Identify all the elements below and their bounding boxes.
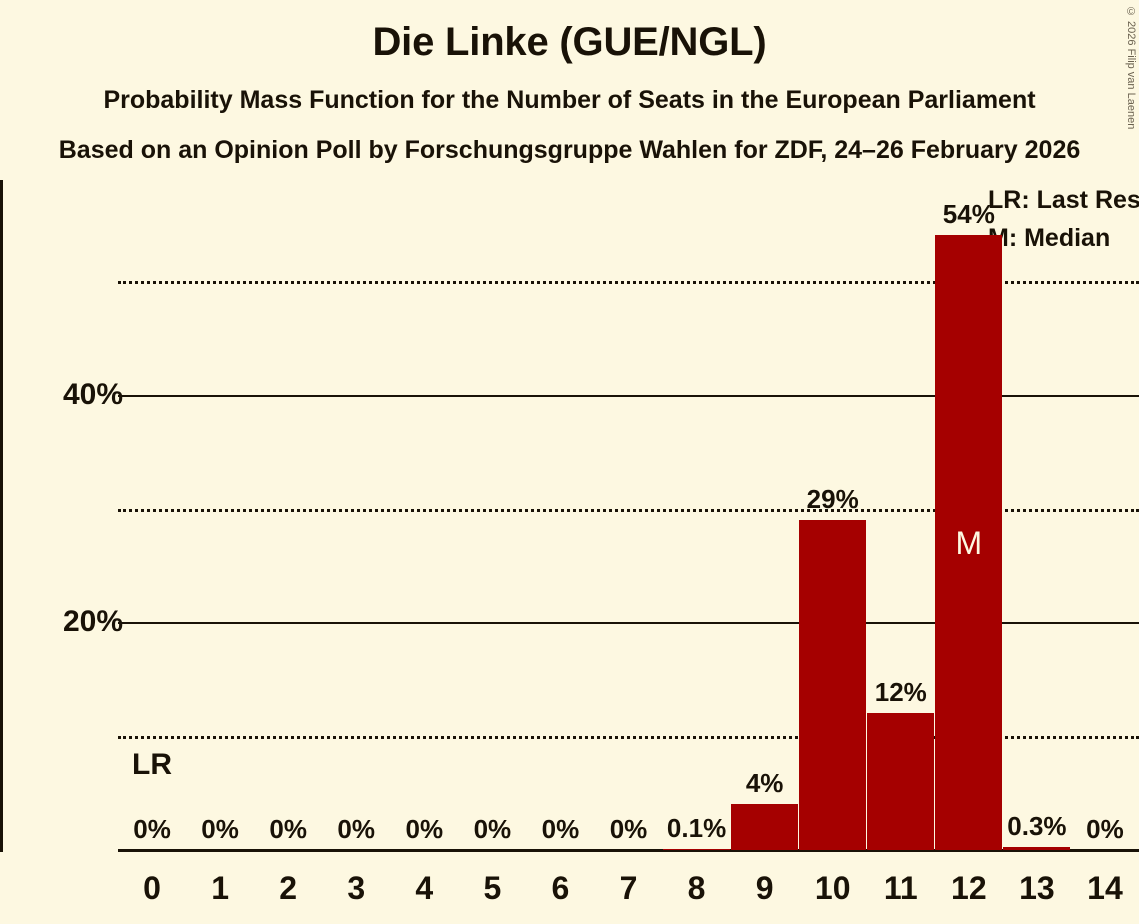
x-tick-label-11: 11 bbox=[883, 870, 918, 906]
gridline-40pct bbox=[118, 394, 1139, 397]
bar-seat-9 bbox=[731, 804, 799, 850]
copyright-notice: © 2026 Filip van Laenen bbox=[1125, 6, 1137, 130]
bar-seat-11 bbox=[867, 713, 935, 850]
median-marker: M bbox=[955, 525, 983, 562]
bar-value-label-seat-8: 0.1% bbox=[666, 812, 727, 843]
page-title: Die Linke (GUE/NGL) bbox=[372, 20, 767, 64]
last-result-marker: LR bbox=[132, 748, 173, 781]
x-tick-label-1: 1 bbox=[211, 870, 229, 906]
bar-value-label-seat-11: 12% bbox=[874, 677, 927, 708]
chart-source-line: Based on an Opinion Poll by Forschungsgr… bbox=[58, 136, 1081, 164]
x-tick-label-7: 7 bbox=[619, 870, 638, 906]
x-tick-label-0: 0 bbox=[143, 870, 161, 906]
gridline-30pct bbox=[118, 508, 1139, 512]
bar-value-label-seat-3: 0% bbox=[337, 814, 376, 844]
gridline-50pct bbox=[118, 281, 1139, 284]
x-tick-label-9: 9 bbox=[755, 870, 774, 906]
bar-value-label-seat-4: 0% bbox=[405, 814, 444, 844]
x-tick-label-8: 8 bbox=[687, 870, 706, 906]
bar-seat-10 bbox=[799, 519, 867, 850]
legend-median: M: Median bbox=[988, 224, 1111, 252]
bar-seat-12 bbox=[935, 235, 1003, 850]
legend-last-result: LR: Last Result bbox=[988, 186, 1139, 214]
bar-value-label-seat-14: 0% bbox=[1086, 814, 1124, 844]
bar-value-label-seat-12: 54% bbox=[942, 199, 995, 230]
gridline-10pct bbox=[118, 736, 1139, 740]
bar-value-label-seat-5: 0% bbox=[473, 814, 512, 844]
x-tick-label-5: 5 bbox=[483, 870, 502, 906]
bar-value-label-seat-1: 0% bbox=[201, 814, 239, 844]
y-axis-line bbox=[0, 180, 3, 852]
x-tick-label-13: 13 bbox=[1019, 870, 1055, 906]
x-tick-label-10: 10 bbox=[814, 870, 851, 906]
x-tick-label-14: 14 bbox=[1087, 870, 1123, 906]
x-tick-label-12: 12 bbox=[951, 870, 987, 906]
bar-value-label-seat-9: 4% bbox=[745, 768, 784, 799]
x-tick-label-6: 6 bbox=[551, 870, 570, 906]
gridline-20pct bbox=[118, 622, 1139, 625]
bar-seat-13 bbox=[1003, 846, 1071, 850]
x-tick-label-4: 4 bbox=[415, 870, 434, 906]
y-tick-label: 20% bbox=[62, 605, 123, 639]
bar-value-label-seat-7: 0% bbox=[609, 814, 648, 844]
chart-subtitle: Probability Mass Function for the Number… bbox=[103, 86, 1036, 114]
bar-value-label-seat-10: 29% bbox=[806, 483, 859, 514]
bar-value-label-seat-6: 0% bbox=[541, 814, 580, 844]
bar-value-label-seat-13: 0.3% bbox=[1007, 810, 1067, 841]
bar-seat-8 bbox=[663, 848, 731, 850]
x-tick-label-3: 3 bbox=[347, 870, 366, 906]
bar-value-label-seat-2: 0% bbox=[269, 814, 307, 844]
bar-value-label-seat-0: 0% bbox=[133, 814, 171, 844]
y-tick-label: 40% bbox=[62, 377, 123, 411]
x-axis-line bbox=[118, 849, 1139, 852]
x-tick-label-2: 2 bbox=[279, 870, 298, 906]
